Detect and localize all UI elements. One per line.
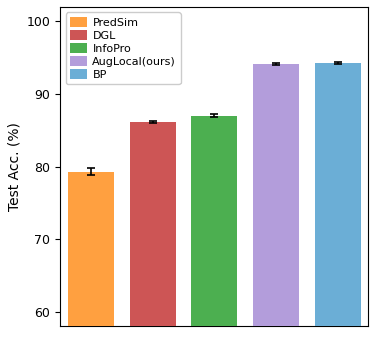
Bar bbox=[253, 64, 299, 340]
Bar bbox=[314, 63, 361, 340]
Legend: PredSim, DGL, InfoPro, AugLocal(ours), BP: PredSim, DGL, InfoPro, AugLocal(ours), B… bbox=[66, 12, 180, 84]
Bar bbox=[129, 122, 176, 340]
Bar bbox=[68, 172, 114, 340]
Y-axis label: Test Acc. (%): Test Acc. (%) bbox=[7, 122, 21, 211]
Bar bbox=[191, 116, 238, 340]
